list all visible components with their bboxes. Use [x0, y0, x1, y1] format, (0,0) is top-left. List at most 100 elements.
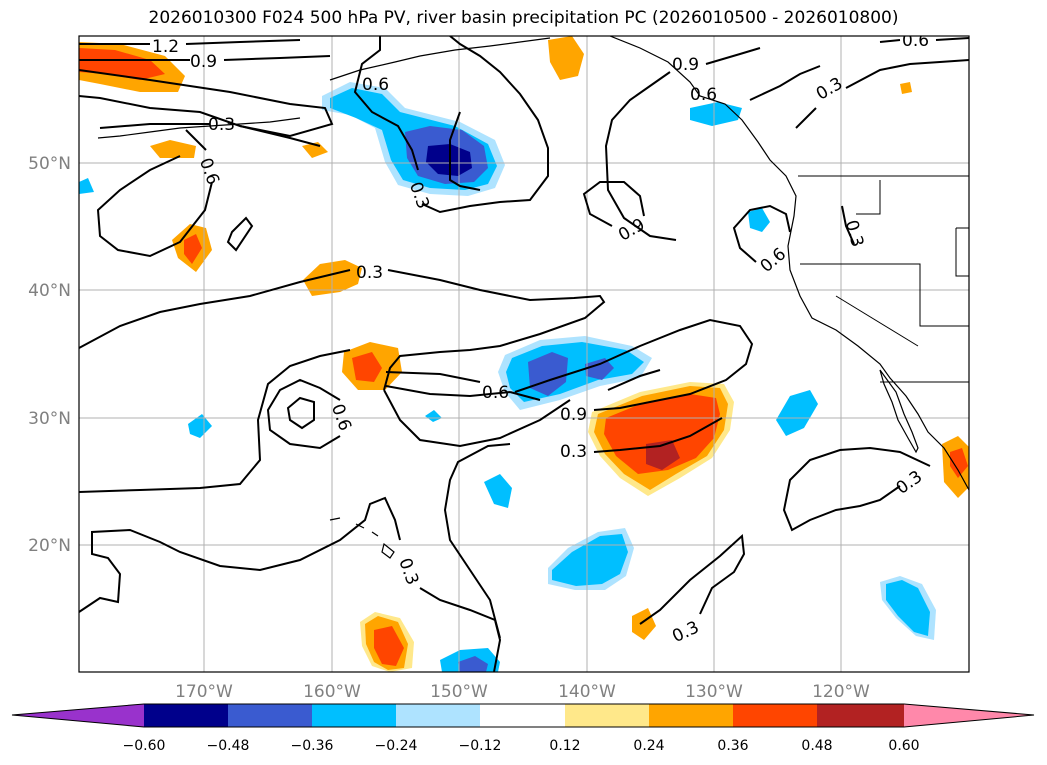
- precip-area-negative: [425, 410, 442, 422]
- pv-contour-line: [79, 69, 334, 138]
- colorbar-segment: [733, 704, 818, 727]
- precip-area-positive: [900, 82, 912, 94]
- pv-contour-line: [749, 65, 821, 101]
- us-borders: [798, 175, 969, 383]
- colorbar-tick-label: 0.36: [717, 738, 748, 754]
- gridlines: [79, 36, 969, 672]
- colorbar-segment: [565, 704, 650, 727]
- precip-area-positive: [150, 140, 196, 158]
- pv-contour-line: [79, 496, 401, 613]
- lat-label: 50°N: [28, 154, 71, 174]
- pv-contour-line: [782, 446, 931, 532]
- coastline-alaska: [329, 37, 551, 81]
- lat-label: 40°N: [28, 281, 71, 301]
- precip-area-negative: [552, 534, 628, 586]
- pv-contour-line: [266, 378, 341, 450]
- colorbar-segment: [396, 704, 481, 727]
- contour-label: 1.2: [152, 37, 179, 57]
- colorbar-segment: [312, 704, 397, 727]
- colorbar-outline: [11, 703, 1035, 728]
- pv-contour-line: [639, 533, 746, 625]
- lon-label: 140°W: [558, 682, 616, 702]
- state-border: [835, 295, 919, 347]
- pv-contour-line: [879, 37, 969, 43]
- colorbar-segment: [144, 704, 229, 727]
- pv-contour-line: [383, 369, 661, 448]
- coastlines: [97, 36, 969, 559]
- precip-area-negative: [748, 208, 770, 232]
- pv-contour-line: [732, 204, 791, 263]
- precip-area-positive: [548, 36, 584, 80]
- pv-contour-line: [385, 318, 754, 411]
- pv-contour-line: [79, 269, 606, 391]
- colorbar-segment: [480, 704, 566, 727]
- lat-label: 30°N: [28, 409, 71, 429]
- map-frame: [78, 35, 970, 673]
- colorbar-segment: [817, 704, 905, 727]
- precip-area-positive: [352, 352, 382, 382]
- colorbar-tick-label: 0.60: [888, 738, 919, 754]
- precip-area-negative: [79, 178, 94, 194]
- precip-area-positive: [604, 394, 720, 474]
- lon-label: 160°W: [303, 682, 361, 702]
- colorbar-tick-label: 0.24: [633, 738, 664, 754]
- pv-contours: [79, 36, 969, 672]
- lon-label: 170°W: [175, 682, 233, 702]
- lon-label: 150°W: [430, 682, 488, 702]
- map-title: 2026010300 F024 500 hPa PV, river basin …: [148, 8, 899, 28]
- precip-area-positive: [374, 626, 404, 666]
- pv-contour-line: [99, 123, 321, 147]
- precip-area-positive: [79, 48, 165, 80]
- pv-contour-line: [96, 129, 213, 258]
- pv-contour-line: [604, 47, 761, 241]
- pv-contour-line: [385, 385, 541, 401]
- contour-label: 0.3: [560, 442, 587, 462]
- colorbar-tick-label: −0.48: [207, 738, 250, 754]
- coastline-north-america: [609, 36, 969, 491]
- colorbar-segment: [649, 704, 734, 727]
- contour-label: 0.6: [482, 383, 509, 403]
- precip-area-positive: [302, 142, 328, 158]
- precip-area-negative: [484, 474, 512, 508]
- contour-label: 0.6: [690, 85, 717, 105]
- pv-contour-line: [79, 55, 331, 61]
- precip-area-negative: [776, 390, 818, 436]
- state-border: [800, 263, 969, 327]
- pv-contour-line: [79, 349, 351, 493]
- contour-label: 0.9: [672, 55, 699, 75]
- colorbar-tick-label: −0.60: [123, 738, 166, 754]
- state-border: [856, 180, 881, 215]
- lon-label: 120°W: [812, 682, 870, 702]
- precip-area-negative: [188, 414, 212, 438]
- colorbar-tick-label: −0.12: [459, 738, 502, 754]
- pv-contour-line: [795, 59, 969, 129]
- colorbar: −0.60 −0.48 −0.36 −0.24 −0.12 0.12 0.24 …: [11, 703, 1035, 754]
- pv-contour-line: [582, 181, 645, 227]
- contour-label: 0.6: [362, 75, 389, 95]
- contour-label: 0.9: [560, 405, 587, 425]
- precip-area-positive: [950, 448, 968, 478]
- coastline-hawaii: [329, 517, 395, 559]
- colorbar-extend-low: [12, 704, 144, 727]
- pv-contour-line: [226, 216, 254, 252]
- lon-label: 130°W: [685, 682, 743, 702]
- pv-contour-line: [593, 417, 723, 453]
- pv-contour-line: [353, 36, 419, 171]
- pv-contour-line: [286, 396, 315, 430]
- coastline-baja: [879, 369, 919, 454]
- pv-contour-line: [79, 39, 301, 45]
- precip-area-negative: [585, 358, 614, 380]
- colorbar-segment: [228, 704, 313, 727]
- pv-contour-line: [443, 443, 511, 639]
- lat-label: 20°N: [28, 536, 71, 556]
- contour-label: 0.3: [356, 263, 383, 283]
- colorbar-tick-label: −0.36: [291, 738, 334, 754]
- contour-label: 0.9: [190, 52, 217, 72]
- colorbar-extend-high: [904, 704, 1034, 727]
- colorbar-tick-label: 0.48: [801, 738, 832, 754]
- pv-contour-line: [841, 205, 855, 245]
- precip-area-negative: [458, 656, 488, 672]
- colorbar-tick-label: −0.24: [375, 738, 418, 754]
- contour-label: 0.6: [902, 31, 929, 51]
